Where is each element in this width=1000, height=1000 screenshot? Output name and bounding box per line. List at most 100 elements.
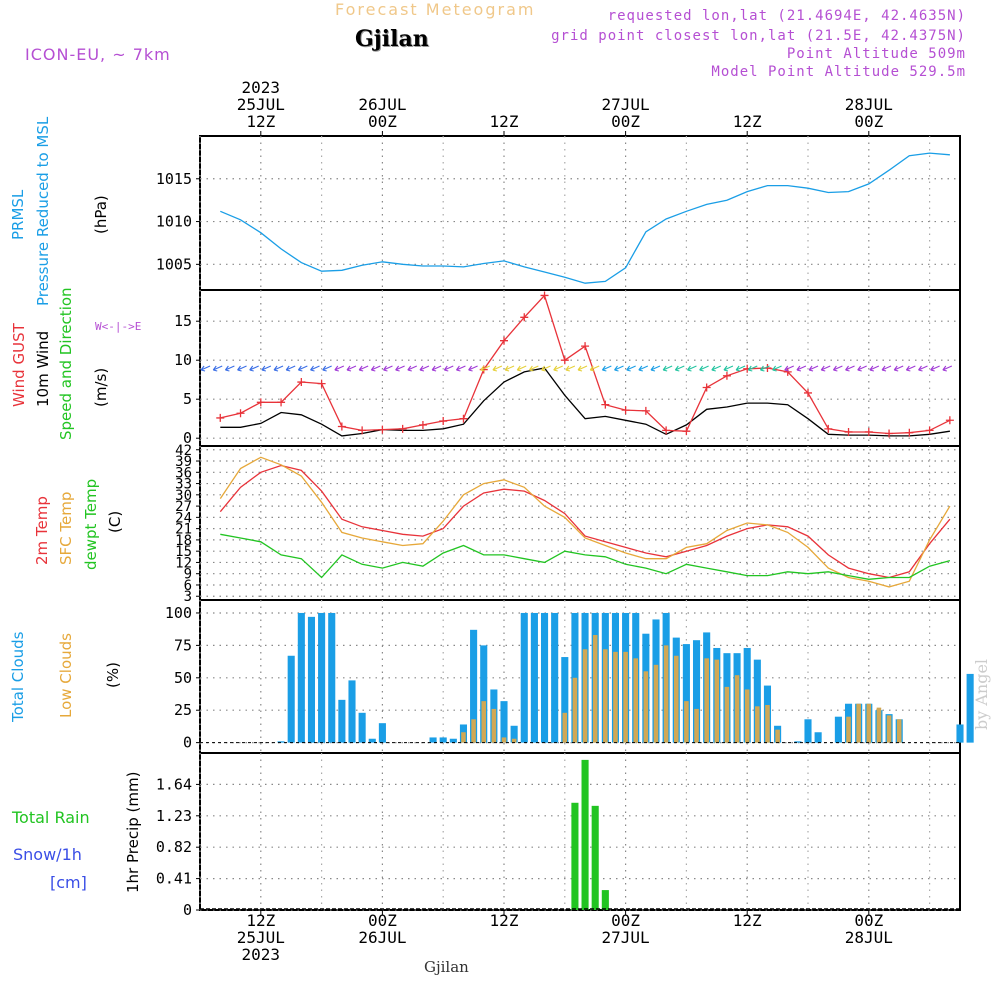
bottom-time-label: 2023 [242, 945, 281, 964]
wind-gust-marker [682, 427, 691, 436]
wind-direction-arrow [638, 365, 649, 372]
low-cloud-bar [866, 703, 872, 743]
total-cloud-bar [348, 680, 356, 743]
top-time-label: 28JUL [845, 95, 893, 114]
total-rain-label: Total Rain [12, 808, 90, 827]
wind-direction-arrow [869, 365, 880, 372]
low-cloud-bar [734, 675, 740, 743]
wind-gust-marker [621, 406, 630, 415]
y-tick-label: 15 [175, 544, 192, 560]
total-cloud-bar [966, 673, 974, 743]
low-cloud-bar [704, 658, 709, 743]
total-cloud-bar [318, 612, 326, 743]
wind-direction-arrow [443, 365, 454, 372]
temp-sfc-line [219, 456, 951, 588]
top-time-label: 2023 [242, 78, 281, 97]
total-cloud-bar [338, 699, 346, 743]
total-cloud-bar [682, 644, 690, 743]
low-cloud-bar [694, 708, 699, 743]
wind-direction-arrow [297, 365, 308, 372]
wind-direction-arrow [370, 365, 381, 372]
temp-sfc-label: SFC Temp [57, 491, 75, 565]
wind-direction-arrow [383, 365, 393, 372]
wind-direction-arrow [310, 365, 320, 372]
wind-gust-marker [540, 291, 549, 300]
low-cloud-bar [501, 737, 507, 743]
y-tick-label: 36 [175, 465, 192, 481]
total-cloud-bar [307, 616, 316, 743]
y-tick-label: 0.41 [156, 870, 192, 888]
wind-direction-arrow [455, 365, 466, 372]
y-tick-label: 1015 [156, 170, 192, 188]
wind-gust-marker [662, 426, 671, 435]
low-cloud-bar [896, 719, 902, 743]
total-cloud-bar [287, 655, 295, 743]
low-cloud-bar [775, 729, 780, 743]
rain-bar [571, 802, 579, 910]
requested-coords: requested lon,lat (21.4694E, 42.4635N) [607, 8, 966, 24]
top-time-label: 26JUL [358, 95, 406, 114]
y-tick-label: 21 [175, 522, 192, 538]
y-tick-label: 15 [174, 312, 192, 330]
top-time-label: 00Z [368, 112, 397, 131]
total-cloud-bar [470, 629, 478, 743]
wind-gust-marker [885, 429, 894, 438]
wind-dir-label: Speed and Direction [57, 287, 75, 440]
total-cloud-bar [500, 701, 508, 743]
panel-frame-1 [199, 135, 961, 291]
rain-bar [601, 890, 609, 910]
model-label: ICON-EU, ~ 7km [25, 45, 171, 64]
watermark: by Angel [972, 658, 991, 730]
wind-gust-marker [722, 371, 731, 380]
total-cloud-bar [277, 741, 285, 743]
compass-label: W<-|->E [95, 320, 141, 333]
low-cloud-bar [603, 649, 608, 743]
low-cloud-bar [886, 715, 892, 743]
total-cloud-bar [358, 712, 366, 743]
temp-dewpt-line [220, 533, 951, 580]
low-cloud-bar [511, 738, 517, 743]
total-cloud-bar [804, 719, 812, 743]
wind-gust-marker [641, 406, 650, 415]
point-altitude: Point Altitude 509m [786, 46, 966, 62]
y-tick-label: 0 [183, 734, 192, 752]
wind-gust-marker [256, 398, 265, 407]
total-cloud-bar [378, 723, 386, 743]
total-cloud-bar [449, 738, 457, 743]
low-cloud-bar [856, 703, 861, 743]
grid-point-coords: grid point closest lon,lat (21.5E, 42.43… [551, 28, 966, 44]
y-tick-label: 0 [183, 901, 192, 919]
total-cloud-bar [561, 657, 569, 743]
wind-direction-arrow [674, 365, 685, 372]
low-cloud-bar [876, 707, 882, 743]
y-tick-label: 6 [184, 578, 192, 594]
low-cloud-bar [846, 716, 851, 743]
total-cloud-bar [530, 612, 538, 743]
total-cloud-bar [540, 612, 549, 743]
wind-gust-marker [398, 424, 407, 433]
y-tick-label: 1.23 [156, 807, 192, 825]
y-tick-label: 10 [174, 351, 192, 369]
wind-direction-arrow [516, 365, 527, 372]
wind-direction-arrow [784, 365, 794, 372]
wind-direction-arrow [577, 365, 588, 372]
panel-frame-5 [199, 752, 961, 911]
low-cloud-bar [491, 708, 497, 743]
wind-direction-arrow [601, 365, 612, 372]
y-tick-label: 0.82 [156, 838, 192, 856]
wind-direction-arrow [747, 365, 758, 372]
wind-direction-arrow [699, 365, 709, 372]
y-tick-label: 24 [175, 510, 192, 526]
y-tick-label: 9 [184, 567, 192, 583]
wind-direction-arrow [759, 365, 770, 372]
bottom-time-label: 25JUL [237, 928, 285, 947]
wind-direction-arrow [687, 365, 697, 372]
wind-direction-arrow [322, 365, 332, 372]
wind-direction-arrow [650, 365, 661, 372]
wind-gust-marker [236, 409, 245, 418]
wind-gust-marker [459, 414, 468, 423]
wind-direction-arrow [930, 365, 940, 372]
model-altitude: Model Point Altitude 529.5m [711, 64, 966, 80]
y-tick-label: 100 [165, 604, 192, 622]
